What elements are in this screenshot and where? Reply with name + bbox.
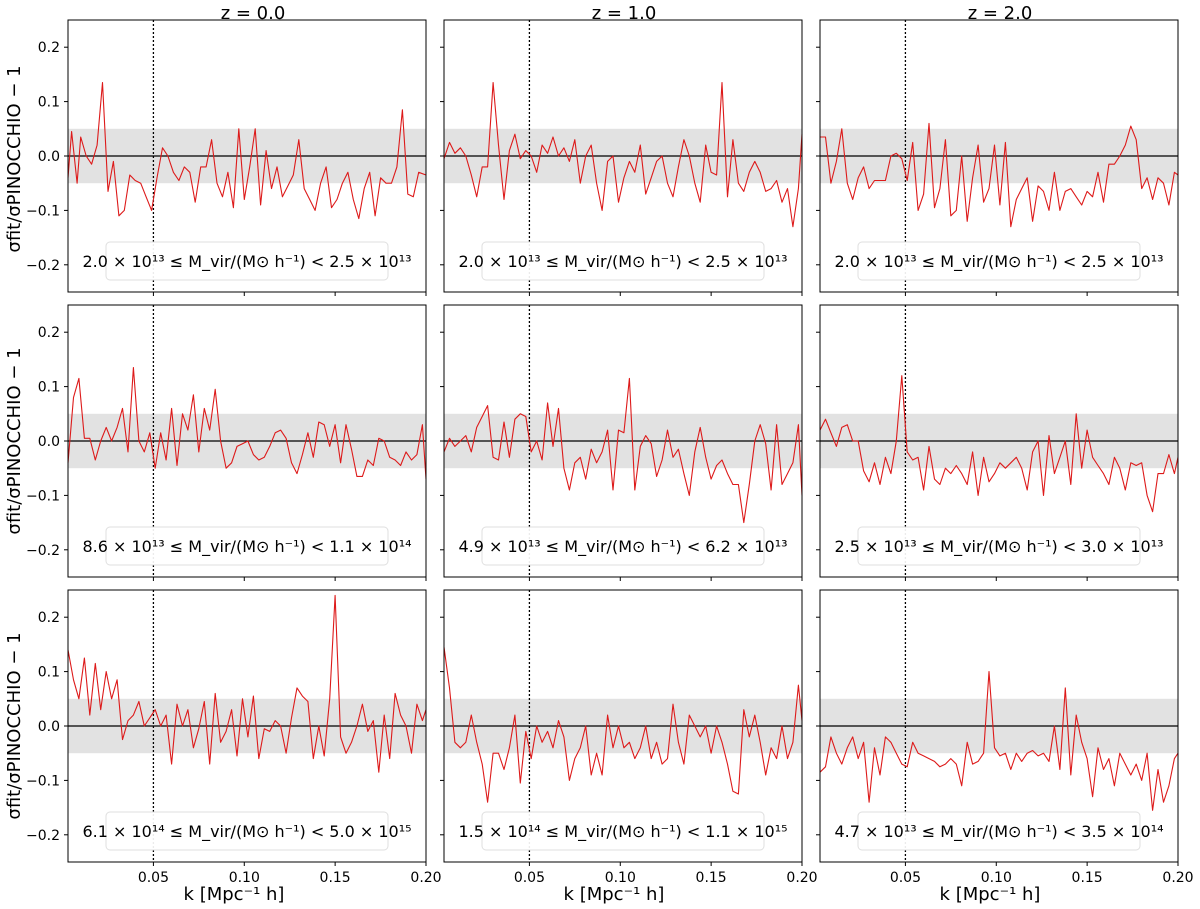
y-tick-label: −0.1 [26,773,60,789]
column-title-2: z = 2.0 [968,3,1033,24]
mass-label-box [481,241,765,281]
mass-label-box [857,526,1141,566]
mass-range-label: 2.0 × 10¹³ ≤ M_vir/(M⊙ h⁻¹) < 2.5 × 10¹³ [82,252,411,272]
y-axis-label-row-1: σfit/σPINOCCHIO − 1 [4,347,25,534]
y-tick-label: 0.1 [38,95,60,111]
series-line [819,375,1179,513]
column-titles: z = 0.0 z = 1.0 z = 2.0 [221,3,1033,24]
series-line [67,367,427,480]
x-tick-label: 0.20 [410,870,441,886]
series-line [67,82,427,220]
series-line [819,671,1179,811]
y-tick-label: −0.2 [26,258,60,274]
x-axis-label-col-2: k [Mpc⁻¹ h] [940,884,1041,905]
column-title-0: z = 0.0 [221,3,286,24]
y-tick-label: 0.0 [38,149,60,165]
x-tick-label: 0.15 [696,870,727,886]
panel-r0-c1: 2.0 × 10¹³ ≤ M_vir/(M⊙ h⁻¹) < 2.5 × 10¹³ [440,19,803,296]
mass-range-label: 1.5 × 10¹⁴ ≤ M_vir/(M⊙ h⁻¹) < 1.1 × 10¹⁵ [458,822,787,842]
series-line [443,647,803,803]
panel-r2-c2: 4.7 × 10¹³ ≤ M_vir/(M⊙ h⁻¹) < 3.5 × 10¹⁴… [816,589,1194,886]
y-axis-label-row-0: σfit/σPINOCCHIO − 1 [4,65,25,252]
y-tick-label: −0.2 [26,543,60,559]
panel-r1-c0: 8.6 × 10¹³ ≤ M_vir/(M⊙ h⁻¹) < 1.1 × 10¹⁴… [26,304,427,581]
mass-range-label: 2.5 × 10¹³ ≤ M_vir/(M⊙ h⁻¹) < 3.0 × 10¹³ [834,537,1163,557]
y-tick-label: 0.1 [38,380,60,396]
panel-r1-c2: 2.5 × 10¹³ ≤ M_vir/(M⊙ h⁻¹) < 3.0 × 10¹³ [816,304,1179,581]
x-axis-label-col-0: k [Mpc⁻¹ h] [184,884,285,905]
y-tick-label: −0.2 [26,828,60,844]
y-tick-label: −0.1 [26,203,60,219]
x-tick-label: 0.10 [981,870,1012,886]
panel-r1-c1: 4.9 × 10¹³ ≤ M_vir/(M⊙ h⁻¹) < 6.2 × 10¹³ [440,304,803,581]
series-line [443,82,803,228]
series-line [443,377,803,524]
y-tick-label: 0.1 [38,665,60,681]
x-tick-label: 0.15 [1072,870,1103,886]
x-tick-label: 0.05 [514,870,545,886]
mass-label-box [481,811,765,851]
panel-r2-c0: 6.1 × 10¹⁴ ≤ M_vir/(M⊙ h⁻¹) < 5.0 × 10¹⁵… [26,589,442,886]
mass-range-label: 4.9 × 10¹³ ≤ M_vir/(M⊙ h⁻¹) < 6.2 × 10¹³ [458,537,787,557]
mass-label-box [857,241,1141,281]
y-tick-label: −0.1 [26,488,60,504]
mass-label-box [105,811,389,851]
x-tick-label: 0.20 [1162,870,1193,886]
y-axis-label-row-2: σfit/σPINOCCHIO − 1 [4,632,25,819]
x-tick-label: 0.10 [229,870,260,886]
column-title-1: z = 1.0 [592,3,657,24]
mass-range-label: 6.1 × 10¹⁴ ≤ M_vir/(M⊙ h⁻¹) < 5.0 × 10¹⁵ [82,822,411,842]
mass-label-box [857,811,1141,851]
y-tick-label: 0.2 [38,40,60,56]
series-line [67,594,427,773]
panel-r2-c1: 1.5 × 10¹⁴ ≤ M_vir/(M⊙ h⁻¹) < 1.1 × 10¹⁵… [440,589,818,886]
y-tick-label: 0.0 [38,434,60,450]
x-tick-label: 0.05 [138,870,169,886]
x-axis-labels: k [Mpc⁻¹ h] k [Mpc⁻¹ h] k [Mpc⁻¹ h] [184,884,1041,905]
y-tick-label: 0.0 [38,719,60,735]
x-axis-label-col-1: k [Mpc⁻¹ h] [564,884,665,905]
mass-label-box [105,526,389,566]
y-axis-labels: σfit/σPINOCCHIO − 1 σfit/σPINOCCHIO − 1 … [4,65,25,819]
mass-range-label: 2.0 × 10¹³ ≤ M_vir/(M⊙ h⁻¹) < 2.5 × 10¹³ [458,252,787,272]
panel-r0-c2: 2.0 × 10¹³ ≤ M_vir/(M⊙ h⁻¹) < 2.5 × 10¹³ [816,19,1179,296]
mass-range-label: 4.7 × 10¹³ ≤ M_vir/(M⊙ h⁻¹) < 3.5 × 10¹⁴ [834,822,1163,842]
x-tick-label: 0.15 [320,870,351,886]
panels-layer: 2.0 × 10¹³ ≤ M_vir/(M⊙ h⁻¹) < 2.5 × 10¹³… [26,19,1194,886]
mass-range-label: 2.0 × 10¹³ ≤ M_vir/(M⊙ h⁻¹) < 2.5 × 10¹³ [834,252,1163,272]
y-tick-label: 0.2 [38,325,60,341]
x-tick-label: 0.10 [605,870,636,886]
y-tick-label: 0.2 [38,610,60,626]
x-tick-label: 0.05 [890,870,921,886]
series-line [820,122,1179,228]
mass-range-label: 8.6 × 10¹³ ≤ M_vir/(M⊙ h⁻¹) < 1.1 × 10¹⁴ [82,537,411,557]
x-tick-label: 0.20 [786,870,817,886]
panel-r0-c0: 2.0 × 10¹³ ≤ M_vir/(M⊙ h⁻¹) < 2.5 × 10¹³… [26,19,427,296]
mass-label-box [105,241,389,281]
mass-label-box [481,526,765,566]
